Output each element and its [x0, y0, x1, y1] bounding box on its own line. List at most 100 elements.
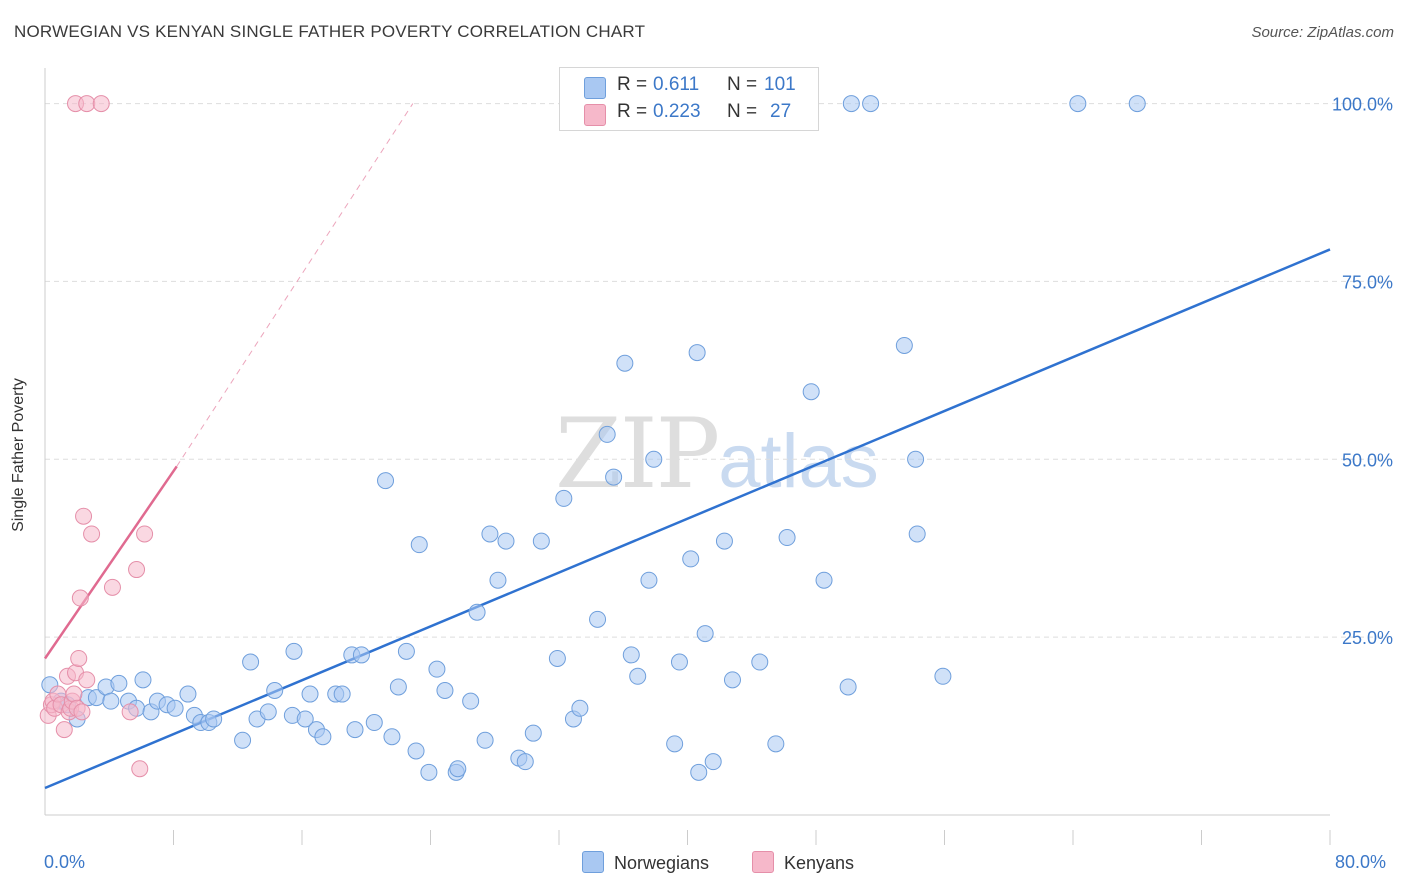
norwegian-point	[682, 550, 700, 568]
norwegian-point	[571, 699, 589, 717]
norwegian-point	[134, 671, 152, 689]
norwegian-point	[449, 760, 467, 778]
bottom-legend-label-kenyans: Kenyans	[784, 853, 855, 873]
kenyan-point	[71, 589, 89, 607]
watermark-zip: ZIP	[555, 398, 720, 510]
norwegian-point	[666, 735, 684, 753]
x-tick-label-max: 80.0%	[1335, 852, 1387, 872]
norwegian-point	[365, 714, 383, 732]
y-tick-label: 75.0%	[1342, 272, 1393, 292]
norwegian-point	[908, 525, 926, 543]
norwegian-point	[670, 653, 688, 671]
x-tick-label-min: 0.0%	[44, 852, 86, 872]
norwegian-point	[314, 728, 332, 746]
norwegian-point	[383, 728, 401, 746]
norwegian-point	[333, 685, 351, 703]
kenyan-point	[65, 685, 83, 703]
norwegian-point	[410, 536, 428, 554]
norwegian-point	[468, 603, 486, 621]
norwegian-point	[110, 674, 128, 692]
legend-swatch-kenyans	[584, 104, 606, 126]
norwegian-point	[524, 724, 542, 742]
norwegian-point	[690, 763, 708, 781]
legend-swatch-norwegians	[584, 77, 606, 99]
trend-lines	[43, 103, 1331, 790]
norwegian-point	[815, 571, 833, 589]
norwegian-point	[598, 425, 616, 443]
y-tick-label: 100.0%	[1332, 95, 1393, 115]
norwegian-point	[266, 682, 284, 699]
norwegian-point	[907, 450, 925, 468]
chart-title: NORWEGIAN VS KENYAN SINGLE FATHER POVERT…	[14, 22, 646, 41]
norwegian-point	[778, 529, 796, 547]
norwegian-point	[555, 489, 573, 507]
kenyan-point	[121, 703, 139, 721]
norwegian-point	[548, 649, 566, 667]
norwegian-point	[296, 710, 314, 728]
norwegian-point	[407, 742, 425, 760]
norwegian-point	[605, 468, 623, 486]
watermark: ZIPatlas	[555, 398, 879, 510]
norwegian-point	[802, 383, 820, 401]
norwegian-point	[767, 735, 785, 753]
norwegian-point	[242, 653, 260, 671]
kenyan-point	[92, 95, 110, 113]
bottom-legend-norwegians: Norwegians	[582, 851, 709, 874]
norwegian-point	[862, 95, 880, 113]
bottom-legend-kenyans: Kenyans	[752, 851, 854, 874]
norwegian-point	[688, 344, 706, 362]
norwegian-point	[389, 678, 407, 696]
legend-n-label: N =	[727, 101, 758, 122]
legend-n-value: 27	[770, 101, 792, 122]
norwegian-point	[285, 642, 303, 660]
kenyan-points	[39, 95, 154, 778]
norwegian-point	[1128, 95, 1146, 113]
norwegian-point	[616, 354, 634, 372]
norwegian-point	[622, 646, 640, 664]
kenyan-point	[70, 649, 88, 667]
y-tick-label: 25.0%	[1342, 628, 1393, 648]
norwegian-point	[352, 646, 370, 664]
kenyan-point	[83, 525, 101, 543]
norwegian-point	[346, 721, 364, 739]
norwegian-point	[696, 625, 714, 643]
norwegian-trend-line	[44, 248, 1331, 790]
norwegian-point	[489, 571, 507, 589]
norwegian-point	[629, 667, 647, 685]
axes	[44, 68, 1331, 845]
norwegian-point	[481, 525, 499, 543]
norwegian-point	[704, 753, 722, 771]
bottom-legend-swatch-norwegians	[582, 851, 604, 873]
kenyan-point	[78, 95, 96, 113]
norwegian-point	[839, 678, 857, 696]
kenyan-point	[128, 561, 146, 579]
norwegian-point	[516, 753, 534, 771]
norwegian-point	[166, 699, 184, 717]
kenyan-point	[136, 525, 154, 543]
kenyan-trend-extension	[176, 103, 414, 467]
norwegian-point	[102, 692, 120, 710]
legend-r-label: R =	[617, 74, 648, 95]
norwegian-point	[301, 685, 319, 703]
norwegian-point	[645, 450, 663, 468]
kenyan-point	[75, 507, 93, 525]
kenyan-trend-line	[43, 465, 178, 660]
kenyan-point	[55, 721, 73, 739]
y-tick-labels: 25.0% 50.0% 75.0% 100.0%	[1332, 95, 1393, 649]
kenyan-point	[73, 703, 91, 721]
norwegian-point	[751, 653, 769, 671]
norwegian-point	[532, 532, 550, 550]
legend-n-label: N =	[727, 74, 758, 95]
kenyan-point	[103, 578, 121, 596]
norwegian-point	[934, 667, 952, 685]
norwegian-point	[259, 703, 277, 721]
norwegian-point	[462, 692, 480, 710]
kenyan-point	[131, 760, 149, 778]
norwegian-point	[476, 731, 494, 749]
norwegian-point	[895, 336, 913, 354]
legend-r-value: 0.611	[653, 74, 700, 95]
bottom-legend-swatch-kenyans	[752, 851, 774, 873]
y-tick-label: 50.0%	[1342, 450, 1393, 470]
norwegian-point	[715, 532, 733, 550]
